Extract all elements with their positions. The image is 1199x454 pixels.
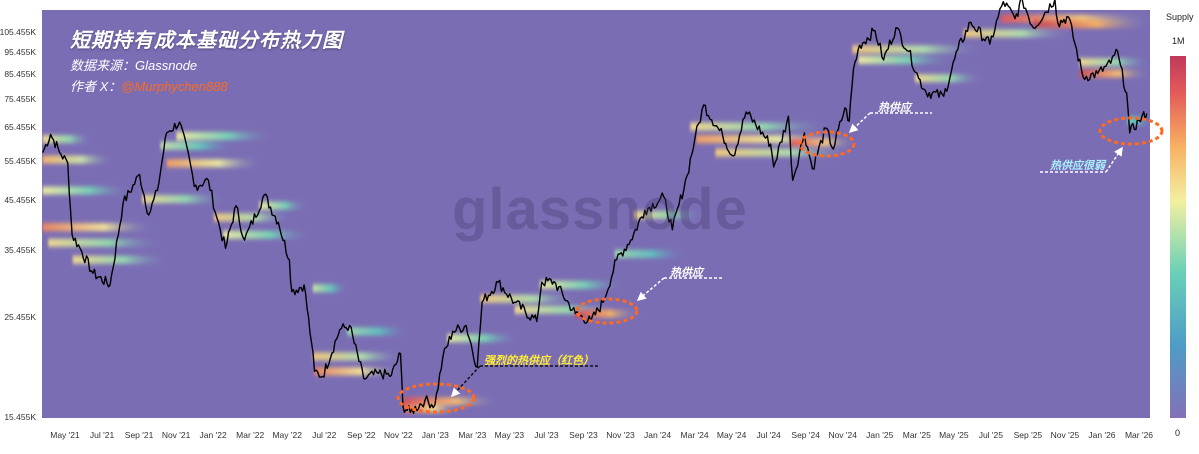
annotation-strong-red: 强烈的热供应（红色） bbox=[484, 355, 594, 367]
supply-band bbox=[347, 327, 407, 336]
highlight-circle-2023 bbox=[575, 297, 639, 325]
x-tick-label: Nov '23 bbox=[606, 430, 635, 440]
x-tick-label: Nov '22 bbox=[384, 430, 413, 440]
x-tick-label: Nov '24 bbox=[828, 430, 857, 440]
supply-band bbox=[1000, 14, 1150, 23]
supply-band bbox=[963, 29, 1071, 38]
x-tick-label: Mar '24 bbox=[680, 430, 709, 440]
supply-band bbox=[223, 230, 310, 239]
x-tick-label: Sep '25 bbox=[1013, 430, 1043, 440]
x-tick-label: May '25 bbox=[939, 430, 969, 440]
supply-band bbox=[403, 404, 461, 413]
annotation-hot-supply-1: 热供应 bbox=[670, 267, 703, 279]
x-tick-label: Jul '21 bbox=[89, 430, 115, 440]
supply-band bbox=[447, 334, 518, 343]
supply-band bbox=[42, 135, 92, 144]
x-tick-label: Mar '25 bbox=[902, 430, 931, 440]
highlight-circles bbox=[396, 116, 1164, 414]
x-tick-label: May '24 bbox=[716, 430, 747, 440]
supply-band bbox=[480, 294, 578, 303]
supply-band bbox=[312, 284, 348, 293]
annotation-hot-supply-2: 热供应 bbox=[878, 102, 911, 114]
supply-band bbox=[514, 305, 615, 314]
y-tick-label: 25.455K bbox=[4, 311, 36, 322]
x-tick-label: Sep '21 bbox=[124, 430, 154, 440]
supply-band bbox=[1033, 20, 1150, 29]
annotation-arrow-1 bbox=[450, 365, 481, 398]
x-tick-label: Sep '24 bbox=[791, 430, 820, 440]
y-tick-label: 55.455K bbox=[4, 155, 36, 166]
highlight-circle-2022 bbox=[396, 382, 476, 414]
y-tick-label: 85.455K bbox=[4, 68, 36, 79]
supply-band bbox=[696, 135, 846, 144]
data-source: 数据来源：Glassnode bbox=[70, 58, 198, 73]
x-tick-label: Jul '25 bbox=[978, 430, 1004, 440]
highlight-circle-2024 bbox=[798, 130, 856, 158]
supply-band bbox=[403, 397, 500, 406]
supply-band bbox=[715, 148, 853, 157]
colorbar-title: Supply bbox=[1166, 12, 1194, 22]
supply-band bbox=[914, 74, 983, 83]
annotation-hot-supply-weak: 热供应很弱 bbox=[1050, 160, 1105, 172]
colorbar bbox=[1170, 56, 1186, 418]
author-label: 作者 X： bbox=[70, 79, 122, 94]
y-tick-label: 15.455K bbox=[4, 412, 36, 422]
x-tick-label: Jul '22 bbox=[312, 430, 337, 440]
x-tick-label: Jan '26 bbox=[1088, 430, 1116, 440]
y-tick-label: 65.455K bbox=[4, 122, 36, 133]
annotation-arrows bbox=[450, 112, 1123, 398]
supply-band bbox=[213, 213, 291, 222]
supply-band bbox=[72, 255, 167, 264]
annotation-arrow-2 bbox=[636, 277, 665, 301]
annotation-arrow-3 bbox=[848, 112, 871, 134]
supply-band bbox=[160, 141, 233, 150]
x-tick-label: Sep '22 bbox=[346, 430, 376, 440]
supply-band bbox=[1079, 69, 1150, 78]
x-tick-label: May '23 bbox=[494, 430, 525, 440]
x-tick-label: Jul '23 bbox=[534, 430, 559, 440]
highlight-circle-2026 bbox=[1098, 116, 1164, 146]
supply-band bbox=[1079, 58, 1150, 67]
x-tick-label: Nov '25 bbox=[1050, 430, 1080, 440]
x-tick-label: Jan '22 bbox=[199, 430, 227, 440]
supply-band bbox=[539, 280, 623, 289]
y-tick-label: 95.455K bbox=[4, 46, 36, 57]
supply-band bbox=[142, 195, 224, 204]
x-tick-label: Mar '26 bbox=[1124, 430, 1154, 440]
y-tick-label: 35.455K bbox=[4, 245, 36, 256]
x-tick-label: Mar '22 bbox=[236, 430, 265, 440]
x-tick-label: May '21 bbox=[50, 430, 80, 440]
supply-band bbox=[852, 45, 983, 54]
x-tick-label: Sep '23 bbox=[569, 430, 598, 440]
author: 作者 X：@Murphychen888 bbox=[70, 76, 228, 95]
y-tick-label: 75.455K bbox=[4, 93, 36, 104]
colorbar-min: 0 bbox=[1175, 428, 1181, 438]
watermark: glassnode bbox=[452, 177, 748, 242]
x-tick-label: Nov '21 bbox=[161, 430, 191, 440]
colorbar-max: 1M bbox=[1172, 36, 1185, 46]
x-tick-label: Jan '24 bbox=[643, 430, 672, 440]
y-tick-label: 105.455K bbox=[0, 26, 36, 37]
x-tick-label: Jul '24 bbox=[756, 430, 781, 440]
x-tick-label: Jan '23 bbox=[421, 430, 449, 440]
supply-band bbox=[314, 367, 401, 376]
x-tick-label: Mar '23 bbox=[458, 430, 487, 440]
supply-band bbox=[574, 309, 640, 318]
x-tick-label: May '22 bbox=[272, 430, 302, 440]
supply-band bbox=[259, 201, 307, 210]
x-tick-label: Jan '25 bbox=[866, 430, 894, 440]
y-tick-label: 45.455K bbox=[4, 195, 36, 206]
author-handle[interactable]: @Murphychen888 bbox=[121, 79, 228, 94]
chart-title: 短期持有成本基础分布热力图 bbox=[70, 30, 343, 52]
supply-band bbox=[614, 249, 685, 258]
supply-band bbox=[42, 155, 114, 164]
supply-band bbox=[858, 55, 952, 64]
supply-band bbox=[166, 159, 263, 168]
price-line bbox=[41, 0, 1148, 415]
supply-band bbox=[176, 131, 273, 140]
supply-band bbox=[42, 186, 130, 195]
supply-band bbox=[48, 238, 161, 247]
supply-band bbox=[42, 223, 155, 232]
